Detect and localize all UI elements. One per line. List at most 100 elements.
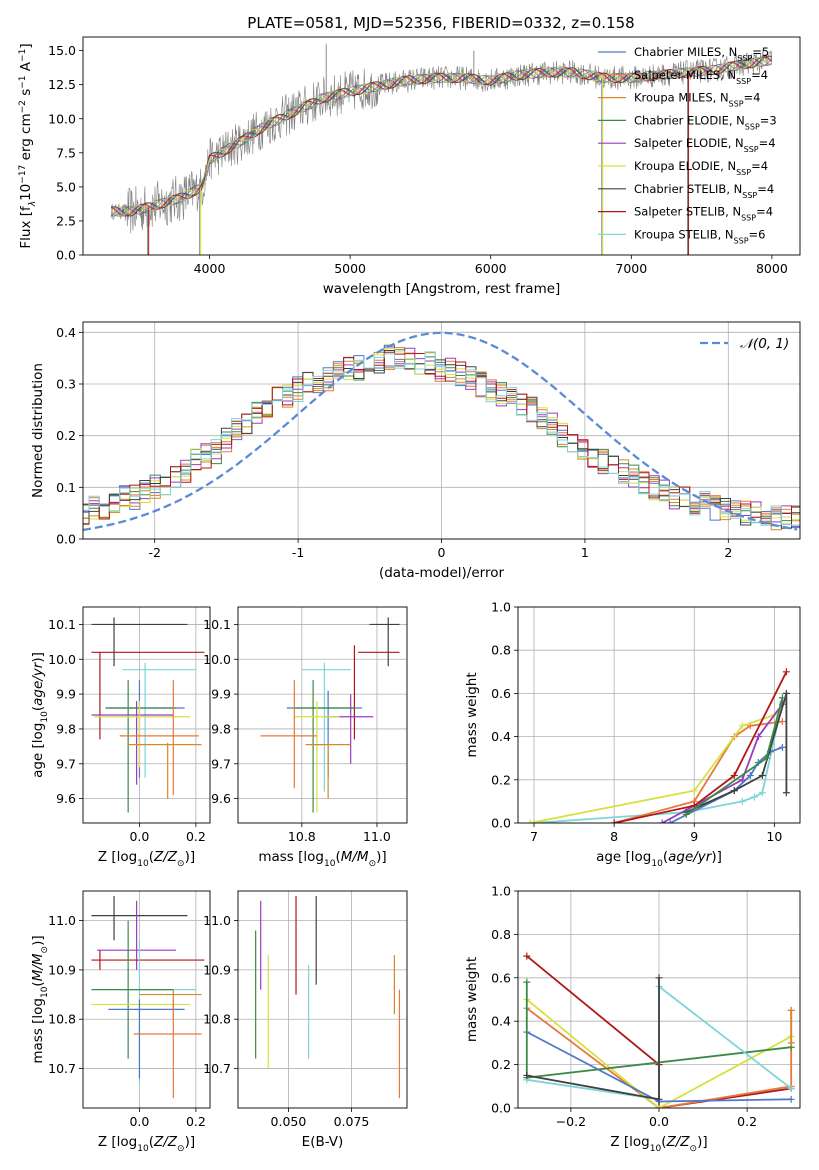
axes-frame — [82, 606, 211, 824]
y-tick-label: 0.0 — [56, 248, 76, 263]
weight-marker — [787, 1084, 795, 1092]
y-tick-label: 10.0 — [203, 652, 231, 667]
y-tick-label: 1.0 — [491, 884, 511, 899]
weight-marker — [682, 810, 690, 818]
model-fit-line — [110, 55, 773, 217]
axes-frame — [82, 36, 801, 256]
weight-marker — [778, 743, 786, 751]
weight-series — [533, 701, 784, 823]
axes-frame — [237, 606, 408, 824]
y-tick-label: 0.4 — [491, 729, 511, 744]
x-tick-label: 2 — [724, 545, 732, 560]
x-tick-label: 0 — [438, 545, 446, 560]
model-fit-line — [110, 56, 773, 217]
y-tick-label: 12.5 — [48, 77, 76, 92]
legend-entry: Chabrier STELIB, NSSP=4 — [634, 182, 774, 200]
weight-marker — [738, 776, 746, 784]
y-tick-label: 10.9 — [203, 962, 231, 977]
y-tick-label: 9.9 — [211, 687, 231, 702]
x-tick-label: 0.2 — [186, 829, 206, 844]
weight-marker — [738, 722, 746, 730]
weight-marker — [610, 819, 618, 823]
age-vs-Z-points — [91, 617, 205, 813]
weight-marker — [658, 819, 666, 823]
weight-marker — [787, 1006, 795, 1014]
y-tick-label: 2.5 — [56, 213, 76, 228]
mass-vs-Z-axes: 0.0 0.2 10.7 10.8 10.9 11.0 Z [log10(Z/Z⊙)] mas… — [30, 891, 210, 1154]
y-tick-label: 0.1 — [56, 480, 76, 495]
y-axis-label: Flux [fλ10−17 erg cm−2 s−1 A−1] — [18, 43, 38, 248]
y-tick-label: 0.0 — [491, 816, 511, 831]
y-tick-label: 0.3 — [56, 377, 76, 392]
y-tick-label: 0.8 — [491, 643, 511, 658]
x-tick-label: 1 — [581, 545, 589, 560]
y-tick-label: 0.2 — [56, 428, 76, 443]
x-tick-label: 8000 — [756, 261, 788, 276]
x-tick-label: 10 — [766, 829, 782, 844]
y-tick-label: 11.0 — [203, 913, 231, 928]
massweight-vs-Z-lines — [523, 952, 795, 1108]
y-tick-label: 0.4 — [491, 1014, 511, 1029]
legend-entry: Salpeter MILES, NSSP=4 — [634, 68, 768, 86]
y-tick-label: 1.0 — [491, 600, 511, 615]
axes-frame — [237, 890, 408, 1109]
weight-marker — [778, 694, 786, 702]
x-axis-label: Z [log10(Z/Z⊙)] — [98, 849, 195, 869]
weight-marker — [746, 771, 754, 779]
y-tick-label: 10.7 — [48, 1061, 76, 1076]
legend-entry: Chabrier MILES, NSSP=5 — [634, 45, 769, 63]
weight-marker — [526, 819, 534, 823]
histogram-series — [83, 350, 800, 529]
massweight-vs-age-lines — [526, 668, 790, 823]
weight-marker — [754, 733, 762, 741]
x-tick-label: 0.075 — [334, 1114, 370, 1129]
y-axis-label: mass weight — [464, 672, 480, 757]
legend-entry: Kroupa ELODIE, NSSP=4 — [634, 159, 768, 177]
y-axis-label: mass weight — [464, 957, 480, 1042]
weight-marker — [787, 1039, 795, 1047]
axes-frame — [517, 606, 801, 824]
x-tick-label: 8 — [610, 829, 618, 844]
histogram-series — [83, 351, 800, 525]
y-tick-label: 0.6 — [491, 970, 511, 985]
legend-entry: Kroupa STELIB, NSSP=6 — [634, 227, 765, 245]
x-axis-label: wavelength [Angstrom, rest frame] — [323, 281, 561, 297]
y-tick-label: 9.9 — [56, 687, 76, 702]
weight-marker — [758, 789, 766, 797]
weight-marker — [690, 787, 698, 795]
mass-vs-ebv-axes: 0.050 0.075 10.7 10.8 10.9 11.0 E(B-V) — [203, 891, 407, 1150]
weight-marker — [655, 1095, 663, 1103]
y-axis-label: Normed distribution — [30, 363, 46, 498]
age-vs-mass-axes: 10.8 11.0 9.6 9.7 9.8 9.9 10.0 10.1 mass [log10(… — [203, 607, 407, 869]
weight-marker — [730, 771, 738, 779]
x-tick-label: 0.050 — [271, 1114, 307, 1129]
y-tick-label: 7.5 — [56, 145, 76, 160]
x-tick-label: 0.0 — [129, 829, 149, 844]
weight-marker — [778, 717, 786, 725]
weight-marker — [655, 1104, 663, 1108]
axes-frame — [82, 890, 211, 1109]
weight-marker — [738, 797, 746, 805]
mass-vs-Z-points — [91, 895, 205, 1099]
y-tick-label: 0.0 — [56, 532, 76, 547]
x-axis-label: Z [log10(Z/Z⊙)] — [98, 1134, 195, 1154]
x-axis-label: age [log10(age/yr)] — [596, 849, 722, 869]
y-tick-label: 10.1 — [48, 617, 76, 632]
weight-marker — [750, 793, 758, 801]
x-axis-label: (data-model)/error — [379, 565, 505, 581]
x-tick-label: -2 — [148, 545, 160, 560]
y-tick-label: 5.0 — [56, 179, 76, 194]
massweight-vs-Z-axes: −0.2 0.0 0.2 0.0 0.2 0.4 0.6 0.8 1.0 Z [log10(Z/Z… — [464, 884, 800, 1154]
y-tick-label: 0.0 — [491, 1101, 511, 1116]
x-tick-label: 7 — [530, 829, 538, 844]
y-tick-label: 9.6 — [211, 791, 231, 806]
x-tick-label: 4000 — [194, 261, 226, 276]
weight-marker — [758, 771, 766, 779]
weight-series — [526, 998, 792, 1108]
weight-marker — [666, 819, 674, 823]
axes-frame — [82, 321, 801, 540]
weight-series — [613, 671, 788, 823]
weight-marker — [782, 689, 790, 697]
y-tick-label: 10.8 — [203, 1012, 231, 1027]
